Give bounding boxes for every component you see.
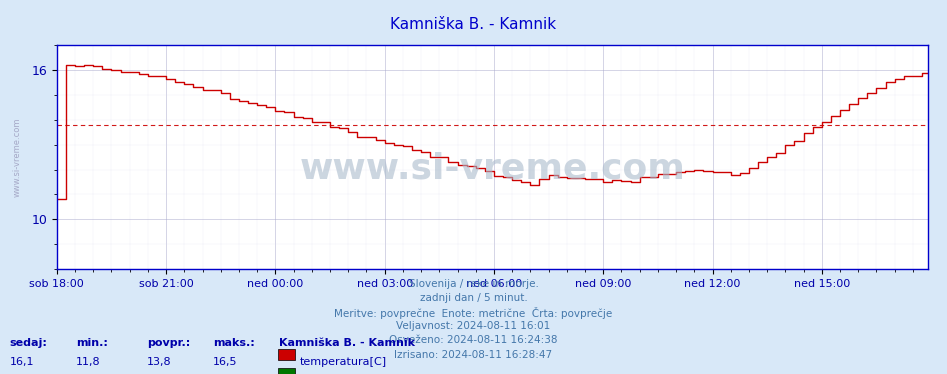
Text: povpr.:: povpr.:	[147, 338, 190, 349]
Text: zadnji dan / 5 minut.: zadnji dan / 5 minut.	[420, 293, 527, 303]
Text: www.si-vreme.com: www.si-vreme.com	[299, 151, 686, 185]
Text: Veljavnost: 2024-08-11 16:01: Veljavnost: 2024-08-11 16:01	[397, 321, 550, 331]
Text: Slovenija / reke in morje.: Slovenija / reke in morje.	[408, 279, 539, 289]
Text: Osveženo: 2024-08-11 16:24:38: Osveženo: 2024-08-11 16:24:38	[389, 335, 558, 346]
Text: sedaj:: sedaj:	[9, 338, 47, 349]
Text: 13,8: 13,8	[147, 357, 171, 367]
Text: temperatura[C]: temperatura[C]	[300, 357, 387, 367]
Text: maks.:: maks.:	[213, 338, 255, 349]
Text: Kamniška B. - Kamnik: Kamniška B. - Kamnik	[390, 17, 557, 32]
Text: 16,1: 16,1	[9, 357, 34, 367]
Text: 11,8: 11,8	[76, 357, 100, 367]
Text: 16,5: 16,5	[213, 357, 238, 367]
Text: Kamniška B. - Kamnik: Kamniška B. - Kamnik	[279, 338, 416, 349]
Text: Meritve: povprečne  Enote: metrične  Črta: povprečje: Meritve: povprečne Enote: metrične Črta:…	[334, 307, 613, 319]
Text: www.si-vreme.com: www.si-vreme.com	[13, 117, 22, 197]
Text: Izrisano: 2024-08-11 16:28:47: Izrisano: 2024-08-11 16:28:47	[395, 350, 552, 360]
Text: min.:: min.:	[76, 338, 108, 349]
